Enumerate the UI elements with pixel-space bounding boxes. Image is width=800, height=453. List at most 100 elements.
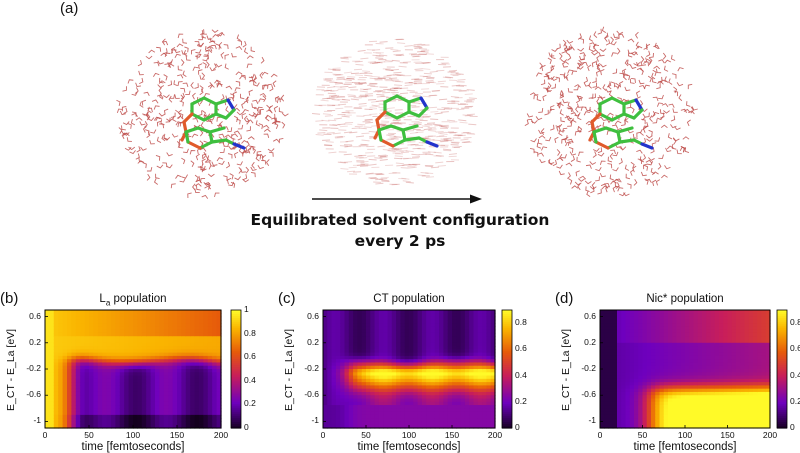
- heatmap-cell: [357, 391, 363, 396]
- heatmap-cell: [482, 391, 487, 396]
- y-tick-label: -0.2: [304, 363, 319, 373]
- colorbar-swatch: [502, 325, 512, 329]
- y-tick-label: -0.6: [304, 389, 319, 400]
- heatmap-cell: [460, 424, 466, 429]
- heatmap-cell: [456, 421, 462, 426]
- heatmap-cell: [331, 424, 337, 429]
- heatmap-cell: [378, 382, 384, 386]
- heatmap-cell: [67, 323, 72, 327]
- heatmap-cell: [119, 352, 125, 357]
- heatmap-cell: [331, 349, 337, 354]
- heatmap-cell: [348, 329, 354, 334]
- heatmap-cell: [75, 339, 81, 344]
- heatmap-cell: [417, 369, 423, 373]
- heatmap-cell: [348, 313, 354, 318]
- heatmap-cell: [137, 385, 143, 390]
- heatmap-cell: [452, 395, 457, 400]
- heatmap-cell: [199, 369, 204, 373]
- heatmap-cell: [617, 323, 622, 327]
- heatmap-cell: [387, 365, 393, 370]
- chart-title: CT population: [323, 293, 495, 307]
- heatmap-cell: [181, 378, 187, 383]
- heatmap-cell: [460, 372, 466, 377]
- heatmap-cell: [469, 369, 475, 373]
- heatmap-cell: [366, 375, 371, 380]
- heatmap-cell: [370, 346, 376, 350]
- heatmap-cell: [383, 418, 389, 423]
- heatmap-cell: [353, 401, 358, 406]
- heatmap-cell: [482, 313, 487, 318]
- heatmap-cell: [58, 411, 64, 416]
- heatmap-cell: [460, 339, 466, 344]
- heatmap-cell: [426, 329, 432, 334]
- heatmap-cell: [155, 326, 160, 331]
- heatmap-cell: [212, 405, 218, 409]
- heatmap-cell: [460, 326, 466, 331]
- heatmap-cell: [137, 365, 143, 370]
- heatmap-cell: [464, 414, 470, 419]
- heatmap-cell: [331, 352, 337, 357]
- heatmap-cell: [181, 365, 187, 370]
- heatmap-cell: [426, 369, 432, 373]
- heatmap-cell: [600, 378, 605, 383]
- heatmap-cell: [409, 395, 414, 400]
- heatmap-cell: [172, 362, 178, 367]
- heatmap-cell: [430, 414, 436, 419]
- heatmap-cell: [383, 332, 389, 337]
- heatmap-cell: [426, 310, 432, 314]
- heatmap-cell: [159, 414, 165, 419]
- heatmap-cell: [58, 359, 64, 364]
- heatmap-cell: [413, 395, 419, 400]
- heatmap-cell: [396, 405, 401, 409]
- heatmap-cell: [97, 355, 103, 360]
- heatmap-cell: [49, 339, 55, 344]
- heatmap-cell: [163, 326, 169, 331]
- heatmap-cell: [212, 362, 218, 367]
- heatmap-cell: [625, 352, 631, 357]
- heatmap-cell: [128, 378, 134, 383]
- heatmap-cell: [629, 316, 635, 321]
- heatmap-cell: [608, 352, 614, 357]
- heatmap-cell: [344, 405, 350, 409]
- heatmap-cell: [177, 372, 182, 377]
- heatmap-cell: [482, 319, 487, 324]
- heatmap-cell: [89, 375, 94, 380]
- x-axis-label: time [femtoseconds]: [81, 441, 185, 453]
- heatmap-cell: [443, 382, 449, 386]
- heatmap-cell: [177, 355, 182, 360]
- heatmap-cell: [124, 319, 130, 324]
- heatmap-cell: [348, 375, 354, 380]
- heatmap-cell: [426, 336, 432, 341]
- heatmap-cell: [155, 382, 160, 386]
- heatmap-cell: [340, 349, 346, 354]
- heatmap-cell: [370, 355, 376, 360]
- heatmap-cell: [625, 418, 631, 423]
- heatmap-cell: [452, 421, 457, 426]
- heatmap-cell: [207, 418, 213, 423]
- heatmap-cell: [327, 346, 333, 350]
- x-tick-label: 50: [84, 430, 94, 440]
- heatmap-cell: [469, 310, 475, 314]
- heatmap-cell: [452, 313, 457, 318]
- heatmap-cell: [413, 408, 419, 413]
- heatmap-cell: [327, 369, 333, 373]
- heatmap-cell: [194, 355, 200, 360]
- heatmap-cell: [439, 408, 444, 413]
- heatmap-cell: [625, 332, 631, 337]
- heatmap-cell: [207, 365, 213, 370]
- heatmap-cell: [391, 398, 397, 403]
- heatmap-cell: [216, 313, 222, 318]
- heatmap-cell: [58, 342, 64, 347]
- heatmap-cell: [396, 349, 401, 354]
- heatmap-cell: [417, 342, 423, 347]
- colorbar-swatch: [231, 426, 241, 429]
- heatmap-cell: [625, 378, 631, 383]
- heatmap-cell: [600, 342, 605, 347]
- heatmap-cell: [150, 421, 156, 426]
- heatmap-cell: [133, 418, 138, 423]
- heatmap-cell: [383, 310, 389, 314]
- heatmap-cell: [348, 424, 354, 429]
- heatmap-cell: [194, 408, 200, 413]
- heatmap-cell: [404, 346, 410, 350]
